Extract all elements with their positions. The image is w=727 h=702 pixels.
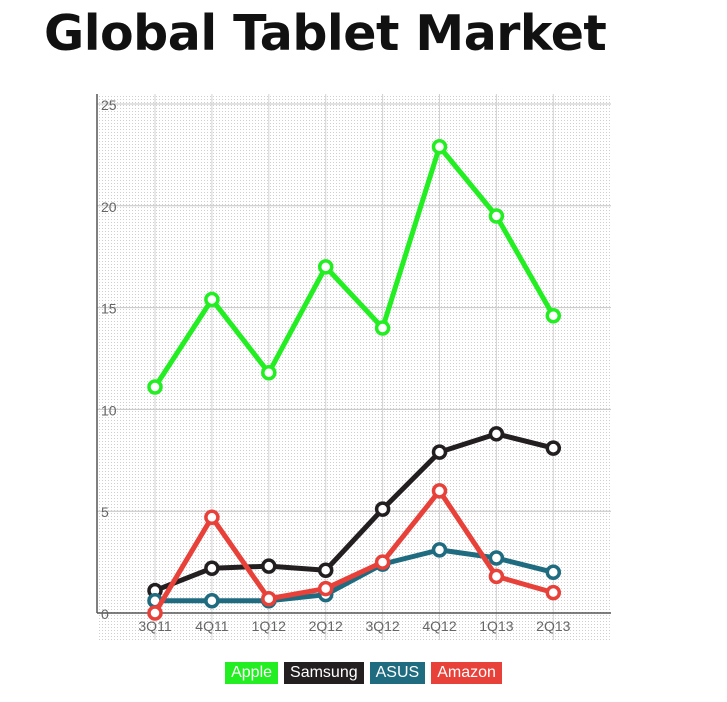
data-point-apple: [147, 379, 163, 395]
data-point-amazon: [317, 580, 334, 597]
series-apple: [147, 139, 562, 395]
data-point-samsung: [431, 444, 448, 460]
y-tick-label: 10: [101, 402, 117, 418]
data-point-apple: [317, 259, 334, 275]
data-point-samsung: [261, 558, 277, 574]
data-point-samsung: [545, 440, 562, 456]
x-tick-label: 1Q13: [479, 618, 513, 634]
plot-texture: [97, 94, 611, 640]
data-point-asus: [545, 564, 562, 581]
data-point-amazon: [147, 605, 163, 621]
chart-title: Global Tablet Market: [44, 5, 607, 62]
data-point-asus: [431, 542, 448, 558]
y-tick-label: 20: [101, 199, 117, 215]
data-point-apple: [261, 365, 277, 381]
series-amazon: [147, 483, 562, 621]
data-point-apple: [431, 139, 448, 155]
axes: 0 5 10 15 20 25 3Q11 4Q11 1Q12 2Q12 3Q12 4Q12 1Q13 2Q…: [96, 94, 611, 634]
data-point-apple: [488, 208, 505, 224]
x-tick-label: 4Q12: [422, 618, 456, 634]
data-point-apple: [204, 291, 220, 308]
x-tick-label: 3Q12: [365, 618, 399, 634]
line-chart: 0 5 10 15 20 25 3Q11 4Q11 1Q12 2Q12 3Q12 4Q12 1Q13 2Q…: [96, 94, 611, 640]
series-layer: [147, 139, 562, 621]
data-point-samsung: [374, 501, 391, 517]
legend-item-asus: ASUS: [369, 662, 426, 684]
gridlines: [97, 94, 611, 640]
plot-area: [97, 94, 611, 640]
x-tick-label: 4Q11: [195, 618, 228, 634]
x-tick-label: 2Q12: [309, 618, 343, 634]
data-point-samsung: [317, 562, 334, 578]
y-tick-label: 15: [101, 301, 117, 317]
data-point-samsung: [204, 560, 220, 576]
legend-item-samsung: Samsung: [284, 662, 364, 684]
x-tick-label: 2Q13: [536, 618, 570, 634]
x-tick-label: 3Q11: [138, 618, 171, 634]
data-point-samsung: [488, 426, 505, 442]
legend-item-amazon: Amazon: [431, 662, 502, 684]
y-tick-label: 5: [101, 504, 109, 520]
data-point-amazon: [261, 590, 277, 607]
data-point-amazon: [431, 483, 448, 499]
data-point-amazon: [374, 554, 391, 570]
series-samsung: [147, 426, 562, 599]
data-point-amazon: [488, 568, 505, 585]
data-point-asus: [204, 593, 220, 609]
data-point-apple: [545, 307, 562, 324]
data-point-amazon: [204, 509, 220, 526]
y-tick-label: 25: [101, 97, 117, 113]
legend: Apple Samsung ASUS Amazon: [0, 662, 727, 684]
data-point-apple: [374, 320, 391, 336]
data-point-amazon: [545, 584, 562, 601]
legend-item-apple: Apple: [225, 662, 279, 684]
y-tick-label: 0: [101, 606, 109, 622]
x-tick-label: 1Q12: [252, 618, 286, 634]
series-line-apple: [152, 144, 556, 390]
series-line-asus: [152, 547, 556, 604]
series-line-amazon: [152, 488, 556, 616]
data-point-asus: [488, 550, 505, 566]
series-line-samsung: [152, 431, 556, 594]
